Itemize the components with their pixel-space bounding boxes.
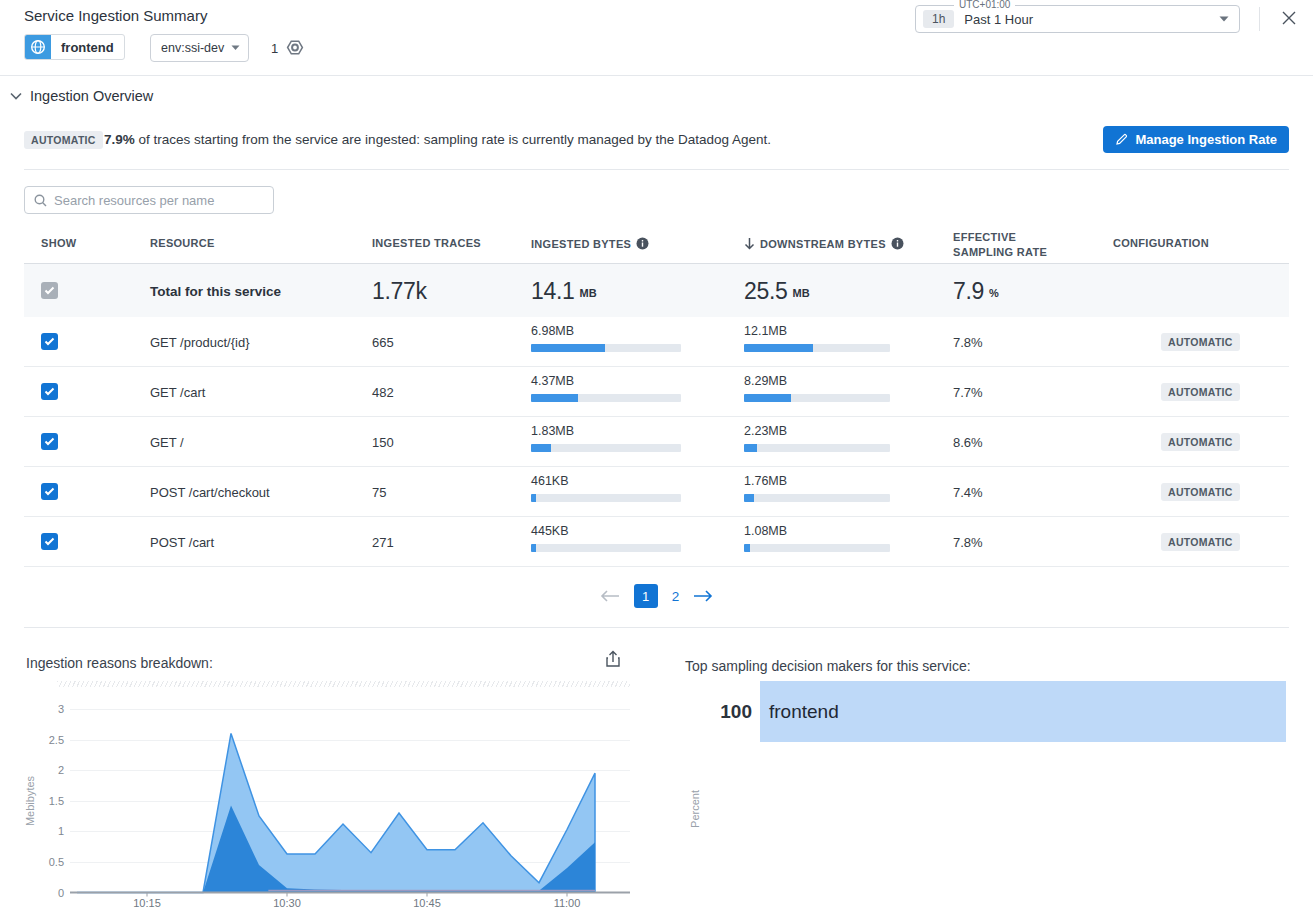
- right-chart-ylabel: Percent: [689, 790, 701, 828]
- service-ingestion-summary-panel: Service Ingestion Summary UTC+01:00 1h P…: [0, 0, 1313, 924]
- decision-maker-bar: frontend: [760, 681, 1286, 742]
- bar-label: frontend: [769, 701, 839, 723]
- right-chart-title: Top sampling decision makers for this se…: [685, 658, 971, 674]
- bar-value: 100: [690, 681, 752, 742]
